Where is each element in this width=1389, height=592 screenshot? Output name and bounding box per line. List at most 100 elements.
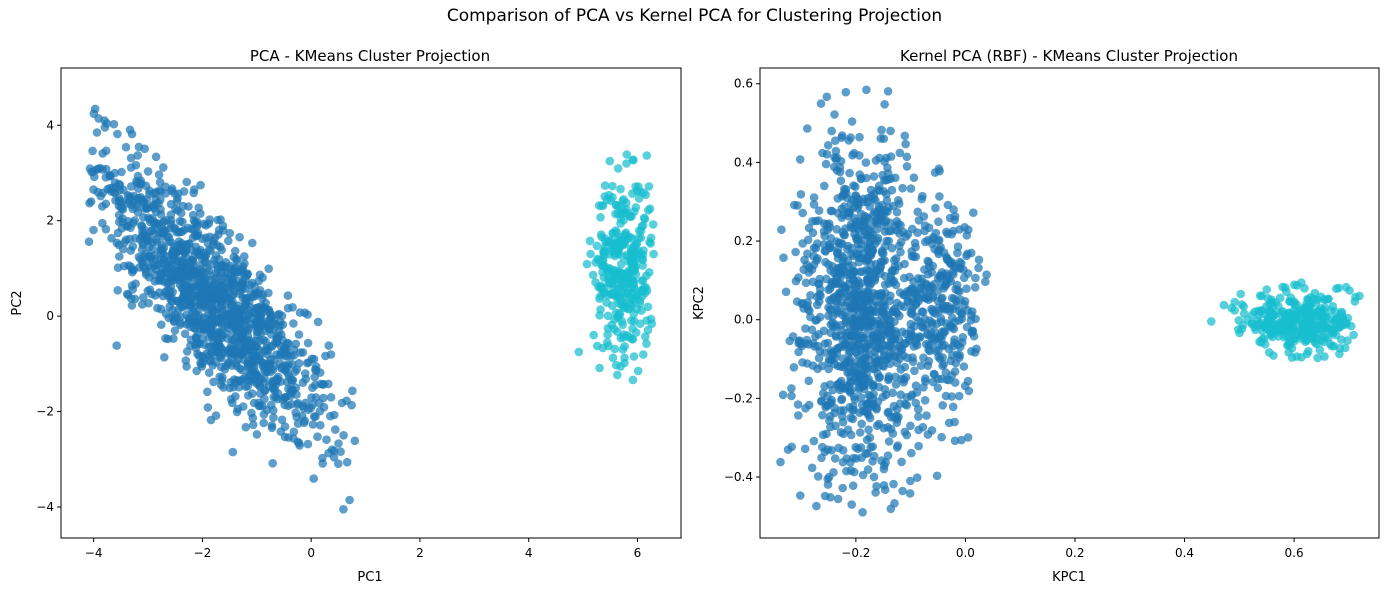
scatter-point xyxy=(899,273,909,283)
scatter-point xyxy=(855,151,864,160)
scatter-point xyxy=(622,150,632,159)
scatter-point xyxy=(202,283,211,292)
scatter-point xyxy=(642,151,652,160)
scatter-point xyxy=(1351,292,1360,302)
scatter-point xyxy=(934,340,944,349)
scatter-point xyxy=(618,252,627,261)
scatter-point xyxy=(963,433,973,442)
scatter-point xyxy=(879,481,889,490)
scatter-point xyxy=(855,369,864,379)
scatter-point xyxy=(276,350,286,359)
scatter-point xyxy=(628,375,638,385)
scatter-point xyxy=(141,270,151,279)
scatter-point xyxy=(639,213,649,223)
scatter-point xyxy=(611,360,621,370)
scatter-point xyxy=(858,508,867,517)
scatter-point xyxy=(271,337,280,347)
kpca-x-axis-label: KPC1 xyxy=(1052,570,1086,585)
scatter-point xyxy=(950,436,960,446)
scatter-point xyxy=(845,358,854,368)
scatter-point xyxy=(931,309,940,318)
scatter-point xyxy=(892,358,902,368)
scatter-point xyxy=(1243,315,1252,324)
scatter-point xyxy=(924,262,934,272)
scatter-point xyxy=(1306,320,1316,329)
scatter-point xyxy=(877,456,886,465)
scatter-point xyxy=(967,326,977,336)
scatter-point xyxy=(608,228,617,238)
scatter-point xyxy=(970,283,980,292)
scatter-point xyxy=(909,322,919,331)
scatter-point xyxy=(971,273,980,283)
scatter-point xyxy=(876,269,885,278)
scatter-point xyxy=(98,202,107,211)
scatter-point xyxy=(292,412,302,422)
scatter-point xyxy=(196,209,205,218)
scatter-point xyxy=(602,266,612,275)
scatter-point xyxy=(934,235,944,245)
scatter-point xyxy=(616,275,626,285)
scatter-point xyxy=(824,355,834,364)
scatter-point xyxy=(308,420,318,429)
scatter-point xyxy=(896,365,906,374)
y-tick-label: 2 xyxy=(46,214,54,228)
scatter-point xyxy=(828,312,838,321)
scatter-point xyxy=(266,367,275,377)
scatter-point xyxy=(813,239,822,248)
scatter-point xyxy=(639,246,648,255)
scatter-point xyxy=(582,259,592,269)
scatter-point xyxy=(1324,294,1333,304)
scatter-point xyxy=(833,494,843,504)
scatter-point xyxy=(941,280,951,289)
scatter-point xyxy=(853,350,862,360)
scatter-point xyxy=(868,380,878,389)
scatter-point xyxy=(289,427,299,437)
scatter-point xyxy=(134,142,144,152)
scatter-point xyxy=(1219,300,1229,310)
scatter-point xyxy=(911,398,921,408)
scatter-point xyxy=(1285,297,1295,306)
scatter-point xyxy=(205,356,215,366)
scatter-point xyxy=(647,319,657,329)
scatter-point xyxy=(798,239,807,248)
scatter-point xyxy=(101,164,111,174)
scatter-point xyxy=(96,191,105,201)
scatter-point xyxy=(155,178,165,187)
scatter-point xyxy=(823,338,833,348)
scatter-point xyxy=(227,291,237,300)
scatter-point xyxy=(209,316,218,326)
scatter-point xyxy=(89,109,99,118)
scatter-point xyxy=(121,142,131,152)
scatter-point xyxy=(874,373,884,383)
scatter-point xyxy=(827,126,836,136)
scatter-point xyxy=(832,237,841,246)
scatter-point xyxy=(213,336,222,346)
scatter-point xyxy=(879,309,889,319)
scatter-point xyxy=(1314,324,1324,333)
scatter-point xyxy=(807,265,817,274)
scatter-point xyxy=(231,358,241,368)
scatter-point xyxy=(819,326,829,336)
scatter-point xyxy=(859,221,869,231)
scatter-point xyxy=(822,274,831,284)
scatter-point xyxy=(790,200,799,210)
scatter-point xyxy=(843,245,852,254)
scatter-point xyxy=(953,248,962,258)
scatter-point xyxy=(962,284,971,294)
scatter-point xyxy=(828,293,838,303)
scatter-point xyxy=(289,319,298,328)
scatter-point xyxy=(619,195,628,204)
scatter-point xyxy=(881,175,891,185)
scatter-point xyxy=(643,325,653,335)
scatter-point xyxy=(882,196,892,205)
scatter-point xyxy=(143,167,153,176)
scatter-point xyxy=(89,185,98,194)
scatter-point xyxy=(270,320,280,329)
scatter-point xyxy=(213,327,223,337)
scatter-point xyxy=(331,425,340,434)
scatter-point xyxy=(838,457,848,467)
scatter-point xyxy=(88,146,97,156)
scatter-point xyxy=(160,268,169,277)
scatter-point xyxy=(114,210,124,220)
scatter-point xyxy=(128,265,137,275)
